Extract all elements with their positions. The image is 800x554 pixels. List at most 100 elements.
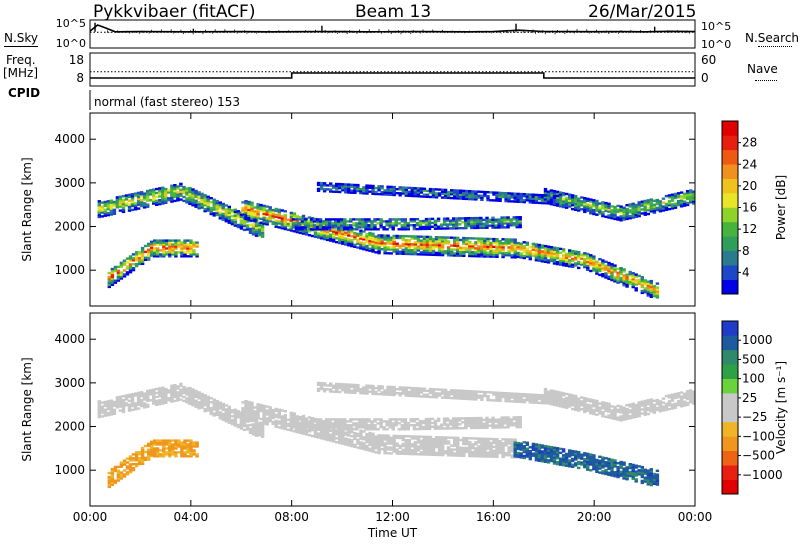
power-cell — [440, 244, 445, 247]
power-cell — [257, 224, 262, 227]
velocity-cell — [306, 422, 311, 425]
power-cell — [137, 256, 142, 260]
velocity-cell — [250, 401, 254, 404]
power-cell — [631, 272, 635, 275]
velocity-cell — [468, 450, 472, 454]
velocity-cell — [655, 475, 660, 478]
power-cell — [185, 199, 189, 202]
power-cell — [643, 281, 647, 284]
velocity-cell — [400, 420, 404, 423]
power-cell — [107, 281, 111, 285]
power-cell — [260, 235, 265, 238]
power-cell — [257, 230, 262, 233]
power-cell — [374, 186, 378, 190]
power-cell — [552, 194, 557, 198]
velocity-cell — [130, 402, 135, 406]
velocity-cell — [592, 401, 596, 404]
velocity-cell — [209, 397, 213, 400]
velocity-cell — [355, 422, 359, 425]
velocity-cell — [413, 453, 418, 456]
velocity-cell — [574, 400, 578, 404]
velocity-cell — [589, 400, 593, 403]
velocity-cell — [250, 411, 254, 414]
power-cell — [349, 226, 353, 229]
velocity-cell — [174, 443, 178, 446]
power-cell — [452, 223, 456, 226]
velocity-cell — [522, 445, 526, 448]
power-cell — [561, 250, 566, 253]
power-cell — [483, 255, 487, 258]
power-cell — [601, 205, 605, 208]
power-cell — [452, 217, 456, 220]
velocity-cell — [324, 424, 329, 427]
power-cell — [250, 217, 254, 220]
velocity-cell — [418, 419, 423, 423]
power-cell — [365, 186, 369, 189]
power-cell — [424, 217, 429, 221]
power-cell — [455, 225, 459, 228]
velocity-cell — [586, 409, 590, 412]
power-cell — [260, 233, 265, 236]
power-cell — [509, 222, 513, 225]
power-cell — [268, 214, 272, 217]
power-cell — [489, 199, 493, 202]
velocity-cell — [350, 435, 354, 438]
velocity-cell — [552, 450, 557, 453]
velocity-cell — [318, 428, 323, 431]
power-cell — [476, 222, 480, 226]
power-cell — [359, 188, 363, 191]
velocity-cell — [212, 404, 216, 407]
power-cell — [168, 243, 172, 246]
power-cell — [628, 278, 632, 282]
power-cell — [283, 221, 287, 225]
velocity-cell — [130, 400, 135, 404]
velocity-cell — [470, 424, 474, 428]
power-cell — [430, 225, 435, 228]
velocity-cell — [265, 421, 269, 424]
power-cell — [552, 260, 557, 263]
power-cell — [404, 190, 408, 193]
power-cell — [510, 194, 514, 197]
velocity-cell — [446, 442, 451, 445]
velocity-cell — [479, 418, 483, 422]
power-cell — [412, 224, 417, 227]
power-cell — [646, 284, 650, 287]
power-cell — [491, 218, 495, 221]
velocity-cell — [128, 459, 133, 462]
power-cell — [450, 244, 454, 247]
velocity-cell — [452, 425, 456, 428]
velocity-cell — [265, 405, 269, 408]
power-cell — [510, 192, 514, 195]
velocity-cell — [464, 417, 468, 420]
power-cell — [116, 275, 121, 278]
velocity-cell — [546, 447, 551, 450]
velocity-cell — [397, 428, 401, 431]
velocity-cell — [165, 441, 169, 444]
velocity-cell — [110, 467, 115, 471]
power-cell — [468, 254, 472, 258]
velocity-cell — [200, 398, 204, 401]
velocity-cell — [519, 444, 523, 447]
velocity-cell — [373, 428, 377, 431]
velocity-cell — [616, 462, 620, 465]
power-cell — [316, 189, 321, 192]
velocity-cell — [271, 416, 275, 420]
power-cell — [583, 202, 587, 206]
velocity-cell — [467, 419, 471, 422]
velocity-cell — [254, 422, 259, 426]
velocity-cell — [180, 455, 184, 458]
power-cell — [628, 274, 632, 278]
power-cell — [434, 243, 439, 247]
power-cell — [410, 192, 414, 196]
power-cell — [519, 256, 523, 259]
velocity-cell — [489, 441, 493, 445]
velocity-cell — [483, 437, 487, 440]
velocity-cell — [546, 453, 551, 456]
velocity-cell — [195, 453, 199, 456]
velocity-cell — [497, 424, 501, 427]
power-cell — [212, 208, 216, 211]
power-cell — [468, 195, 472, 199]
power-cell — [558, 201, 563, 204]
power-cell — [507, 192, 511, 195]
power-cell — [679, 195, 684, 198]
